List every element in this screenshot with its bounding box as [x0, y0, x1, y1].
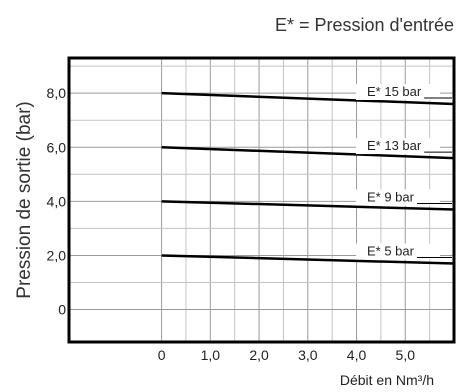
y-tick-labels: 0 2,0 4,0 6,0 8,0 — [47, 85, 67, 317]
x-tick-label: 3,0 — [298, 347, 318, 363]
series-label-bg — [356, 83, 440, 100]
y-tick-label: 4,0 — [47, 193, 67, 209]
series-label: E* 13 bar — [367, 138, 422, 153]
series-lines — [161, 91, 455, 265]
series-label: E* 15 bar — [367, 84, 422, 99]
y-axis-label: Pression de sortie (bar) — [14, 101, 35, 298]
series-line — [161, 254, 455, 265]
series-label: E* 9 bar — [367, 189, 415, 204]
series-label: E* 5 bar — [367, 244, 415, 259]
series-labels: E* 15 bar E* 13 bar E* 9 bar E* 5 bar — [356, 83, 452, 260]
y-tick-label: 8,0 — [47, 85, 67, 101]
x-tick-label: 2,0 — [249, 347, 269, 363]
chart-title: E* = Pression d'entrée — [275, 15, 454, 35]
series-label-bg — [356, 243, 440, 260]
x-axis-label: Débit en Nm³/h — [340, 372, 434, 388]
series-label-bg — [356, 189, 440, 206]
y-tick-label: 6,0 — [47, 139, 67, 155]
x-tick-label: 1,0 — [201, 347, 221, 363]
y-tick-label: 2,0 — [47, 247, 67, 263]
series-label-bg — [356, 138, 440, 155]
x-tick-label: 4,0 — [347, 347, 367, 363]
x-tick-label: 5,0 — [396, 347, 416, 363]
y-tick-label: 0 — [58, 302, 66, 318]
series-line — [161, 91, 455, 106]
plot-frame — [67, 56, 456, 344]
x-tick-labels: 0 1,0 2,0 3,0 4,0 5,0 — [158, 347, 416, 363]
x-tick-label: 0 — [158, 347, 166, 363]
series-line — [161, 146, 455, 160]
series-line — [161, 200, 455, 211]
